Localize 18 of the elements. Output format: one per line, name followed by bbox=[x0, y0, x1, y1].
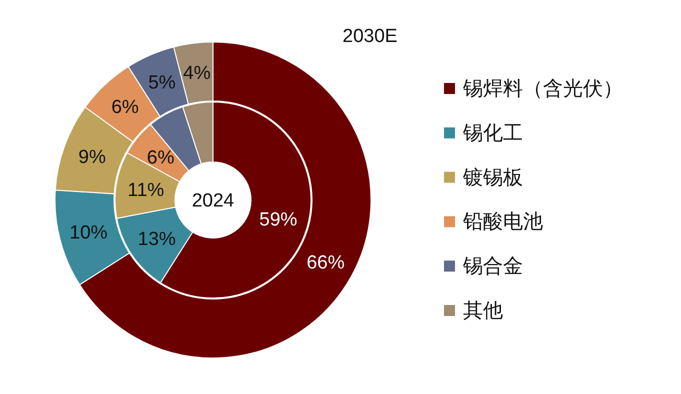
data-label: 6% bbox=[146, 147, 174, 168]
data-label: 59% bbox=[259, 210, 298, 231]
data-label: 66% bbox=[306, 252, 345, 274]
data-label: 10% bbox=[70, 222, 108, 244]
legend-label: 其他 bbox=[463, 300, 503, 322]
data-label: 5% bbox=[148, 72, 176, 94]
slice-label: 2024 bbox=[192, 190, 235, 212]
slice-label: 2030E bbox=[342, 26, 398, 47]
data-label: 6% bbox=[111, 96, 139, 118]
legend-label: 锡焊料（含光伏） bbox=[462, 78, 623, 100]
data-label: 11% bbox=[128, 180, 164, 202]
legend-label: 锡化工 bbox=[462, 122, 523, 144]
data-label: 9% bbox=[78, 147, 106, 168]
data-label: 4% bbox=[183, 63, 211, 84]
data-label: 13% bbox=[138, 228, 176, 250]
legend-label: 铅酸电池 bbox=[462, 211, 543, 234]
legend-label: 锡合金 bbox=[462, 256, 523, 278]
legend-label: 镀锡板 bbox=[462, 166, 523, 189]
